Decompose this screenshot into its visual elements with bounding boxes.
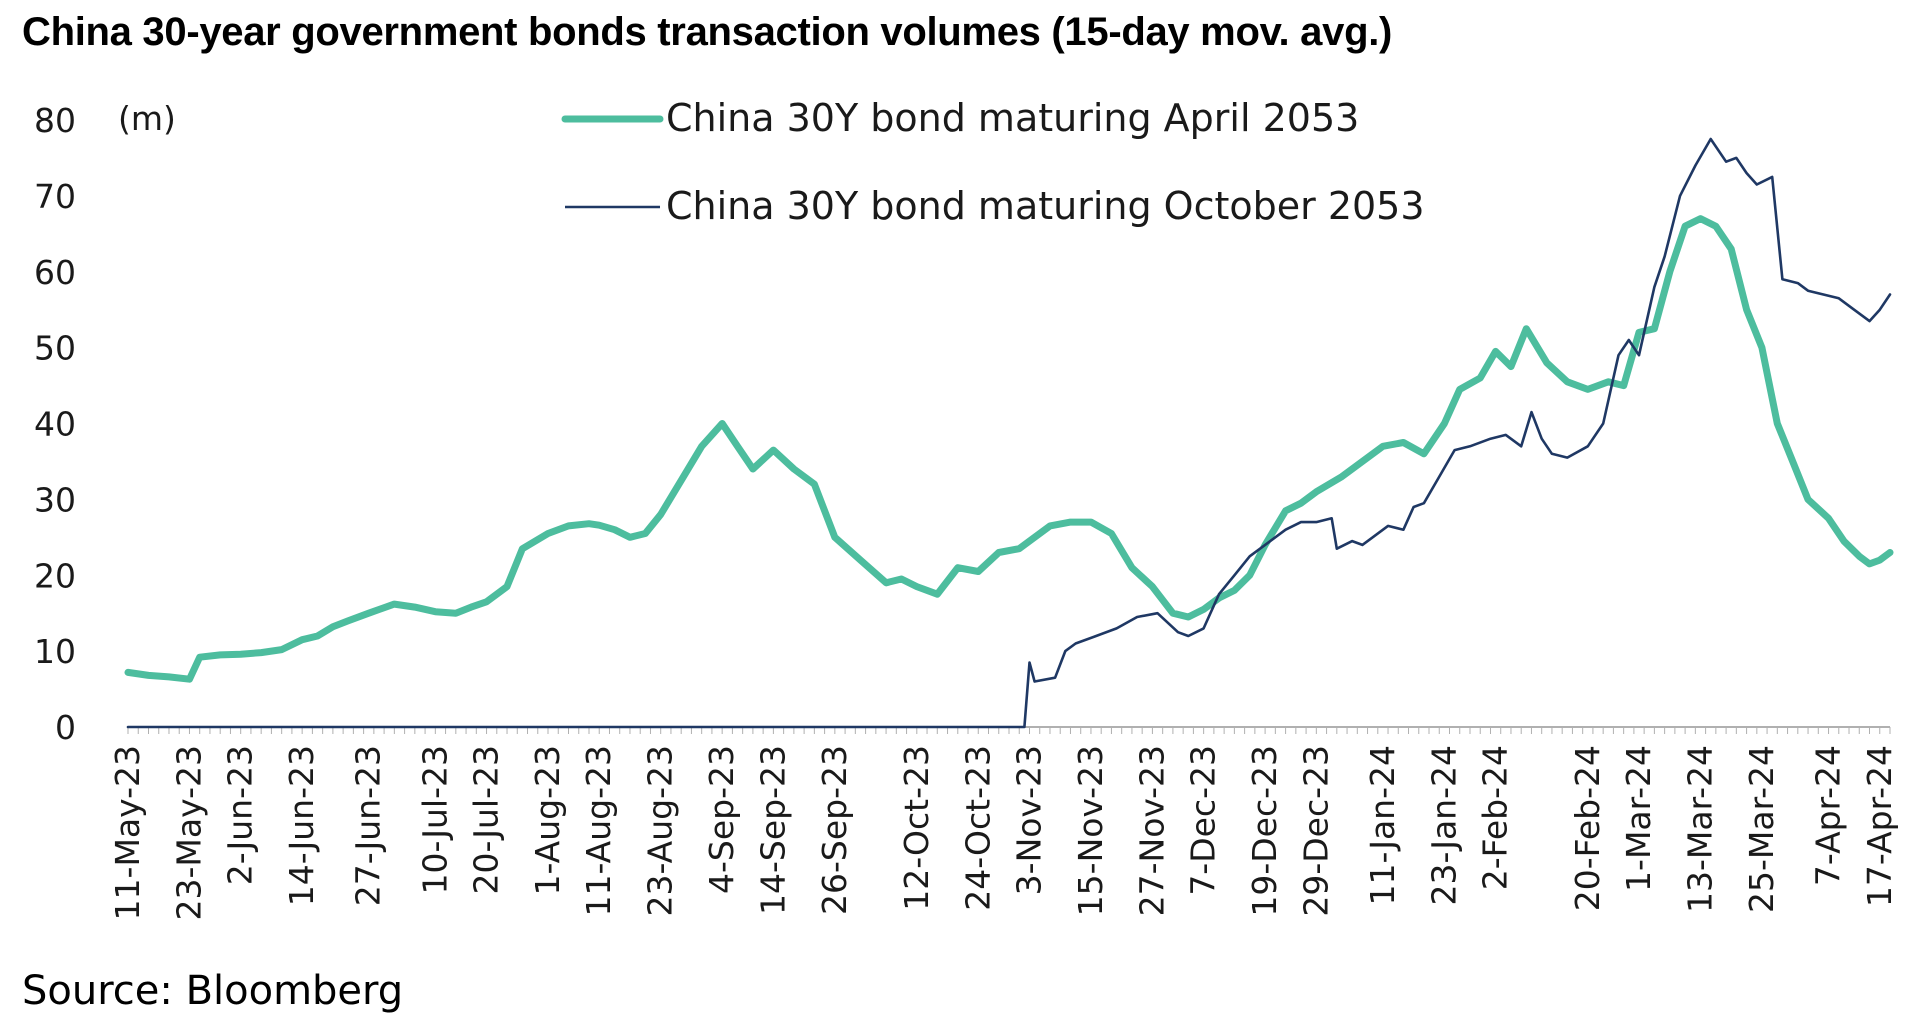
legend-label-october-2053: China 30Y bond maturing October 2053 <box>666 184 1425 228</box>
x-tick-label: 3-Nov-23 <box>1009 745 1048 895</box>
x-tick-label: 26-Sep-23 <box>815 745 854 915</box>
x-tick-label: 14-Sep-23 <box>753 745 792 915</box>
x-tick-label: 27-Jun-23 <box>349 745 388 906</box>
x-tick-label: 23-Aug-23 <box>641 745 680 917</box>
x-tick-label: 11-May-23 <box>108 745 147 920</box>
x-tick-label: 2-Feb-24 <box>1476 745 1515 890</box>
x-tick-label: 2-Jun-23 <box>221 745 260 885</box>
y-tick-label: 80 <box>34 101 76 140</box>
legend: China 30Y bond maturing April 2053 China… <box>561 96 1425 228</box>
x-tick-label: 23-May-23 <box>169 745 208 920</box>
x-tick-label: 13-Mar-24 <box>1680 745 1719 913</box>
x-tick-label: 15-Nov-23 <box>1071 745 1110 916</box>
x-tick-label: 1-Mar-24 <box>1619 745 1658 892</box>
x-axis: 11-May-23 23-May-23 2-Jun-23 14-Jun-23 27-Ju… <box>108 727 1899 920</box>
y-tick-label: 0 <box>55 708 76 747</box>
x-tick-label: 23-Jan-24 <box>1424 745 1463 906</box>
x-tick-label: 25-Mar-24 <box>1742 745 1781 913</box>
series-line-april-2053 <box>124 215 1894 683</box>
x-tick-label: 17-Apr-24 <box>1860 745 1899 907</box>
y-tick-label: 10 <box>34 632 76 671</box>
series-lines <box>124 137 1894 729</box>
y-tick-label: 20 <box>34 556 76 595</box>
x-tick-label: 7-Apr-24 <box>1809 745 1848 886</box>
legend-label-april-2053: China 30Y bond maturing April 2053 <box>666 96 1359 140</box>
x-tick-label: 20-Jul-23 <box>467 745 506 894</box>
chart-title: China 30-year government bonds transacti… <box>22 10 1393 54</box>
y-axis-unit-label: (m) <box>118 99 176 138</box>
x-tick-label: 27-Nov-23 <box>1132 745 1171 916</box>
y-tick-label: 60 <box>34 253 76 292</box>
x-tick-label: 29-Dec-23 <box>1296 745 1335 917</box>
y-tick-label: 40 <box>34 405 76 444</box>
x-tick-label: 11-Aug-23 <box>579 745 618 917</box>
x-tick-label: 10-Jul-23 <box>415 745 454 894</box>
x-tick-label: 24-Oct-23 <box>958 745 997 911</box>
y-tick-label: 50 <box>34 329 76 368</box>
x-tick-label: 19-Dec-23 <box>1245 745 1284 917</box>
x-tick-label: 14-Jun-23 <box>282 745 321 906</box>
x-tick-label: 12-Oct-23 <box>897 745 936 911</box>
y-tick-label: 70 <box>34 177 76 216</box>
source-note: Source: Bloomberg <box>22 968 404 1014</box>
x-tick-label: 7-Dec-23 <box>1184 745 1223 896</box>
series-line-october-2053 <box>126 137 1892 729</box>
y-axis: 0 10 20 30 40 50 60 70 80 <box>34 101 76 747</box>
y-tick-label: 30 <box>34 480 76 519</box>
x-tick-label: 11-Jan-24 <box>1363 745 1402 906</box>
x-tick-label: 20-Feb-24 <box>1568 745 1607 911</box>
x-tick-label: 4-Sep-23 <box>702 745 741 894</box>
x-tick-label: 1-Aug-23 <box>528 745 567 896</box>
